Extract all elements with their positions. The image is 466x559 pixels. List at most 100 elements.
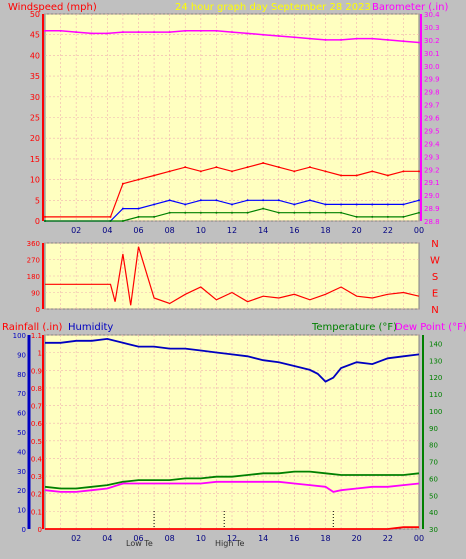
x-tick-label: 10	[196, 534, 206, 543]
compass-label: S	[432, 272, 438, 283]
wind-axis-tick: 20	[30, 134, 40, 143]
rain-axis-tick: 0.4	[31, 455, 43, 463]
rain-axis-tick: 0.1	[31, 508, 42, 516]
data-point	[168, 170, 171, 173]
wind-axis-tick: 45	[30, 31, 40, 40]
x-tick-label: 08	[165, 226, 175, 235]
data-point	[371, 37, 374, 40]
baro-axis-tick: 30.3	[424, 24, 440, 32]
temp-axis-tick: 90	[429, 425, 438, 433]
temp-axis-tick: 120	[429, 374, 442, 382]
data-point	[386, 174, 389, 177]
x-tick-label: 00	[414, 226, 424, 235]
x-tick-label: 10	[196, 226, 206, 235]
data-point	[293, 203, 296, 206]
data-point	[355, 203, 358, 206]
low-temp-marker: Low Te	[126, 539, 153, 548]
x-tick-label: 06	[133, 226, 143, 235]
rain-axis-tick: 0	[38, 526, 42, 534]
dewpoint-label: Dew Point (°F)	[395, 322, 466, 333]
x-tick-label: 16	[289, 226, 299, 235]
temp-axis-tick: 140	[429, 340, 442, 348]
rain-axis-tick: 0.7	[31, 403, 42, 411]
data-point	[340, 203, 343, 206]
baro-axis-tick: 30.1	[424, 50, 440, 58]
data-point	[386, 38, 389, 41]
wind-axis-tick: 10	[30, 176, 40, 185]
baro-axis-tick: 29.2	[424, 166, 440, 174]
x-tick-label: 04	[102, 226, 112, 235]
baro-axis-tick: 28.8	[424, 218, 440, 226]
data-point	[137, 31, 140, 34]
x-tick-label: 00	[414, 534, 424, 543]
rain-axis-tick: 0.9	[31, 367, 42, 375]
humidity-axis-tick: 10	[17, 507, 26, 515]
rain-axis-tick: 1	[38, 350, 42, 358]
series-dew-point-f-	[44, 480, 420, 493]
rain-axis-tick: 0.5	[31, 438, 42, 446]
rain-axis-tick: 0.2	[31, 491, 42, 499]
series-light	[45, 207, 420, 222]
data-point	[137, 178, 140, 181]
humidity-axis-tick: 20	[17, 487, 26, 495]
data-point	[153, 203, 156, 206]
data-point	[308, 199, 311, 202]
humidity-axis-tick: 40	[17, 448, 26, 456]
baro-axis-tick: 29.9	[424, 76, 440, 84]
x-tick-label: 12	[227, 534, 237, 543]
compass-label: E	[432, 289, 438, 300]
data-point	[340, 211, 343, 214]
rain-axis-tick: 1.1	[31, 332, 42, 340]
humidity-axis-tick: 100	[13, 332, 26, 340]
data-point	[246, 211, 249, 214]
direction-axis-tick: 90	[31, 290, 40, 298]
temp-axis-tick: 70	[429, 459, 438, 467]
data-point	[199, 170, 202, 173]
data-point	[231, 31, 233, 34]
data-point	[168, 31, 171, 34]
data-point	[106, 32, 109, 35]
data-point	[168, 199, 171, 202]
x-tick-label: 16	[289, 534, 299, 543]
data-point	[277, 211, 280, 214]
data-point	[371, 170, 374, 173]
windspeed-label: Windspeed (mph)	[8, 2, 97, 13]
data-point	[402, 215, 405, 218]
series-rainfall-in-	[45, 526, 419, 530]
data-point	[121, 31, 124, 34]
rain-axis-tick: 0.8	[31, 385, 42, 393]
data-point	[277, 199, 280, 202]
data-point	[121, 220, 124, 222]
data-point	[418, 41, 420, 44]
data-point	[324, 170, 327, 173]
temp-axis-tick: 60	[429, 475, 438, 483]
x-tick-label: 02	[71, 534, 81, 543]
data-point	[371, 215, 374, 218]
high-temp-marker: High Te	[215, 539, 244, 548]
x-tick-label: 22	[383, 534, 393, 543]
data-point	[184, 29, 187, 32]
data-point	[137, 207, 140, 210]
data-point	[293, 170, 296, 173]
compass-label: N	[431, 305, 438, 316]
humidity-axis-tick: 50	[17, 429, 26, 437]
wind-axis-tick: 25	[30, 114, 40, 123]
rain-axis-tick: 0.6	[31, 420, 43, 428]
data-point	[371, 203, 374, 206]
data-point	[340, 174, 343, 177]
wind-axis-tick: 15	[30, 155, 40, 164]
direction-axis-tick: 360	[27, 240, 40, 248]
data-point	[215, 199, 218, 202]
baro-axis-tick: 28.9	[424, 205, 440, 213]
data-point	[418, 199, 420, 202]
data-point	[153, 174, 156, 177]
humidity-label: Humidity	[68, 322, 113, 333]
baro-axis-tick: 29.8	[424, 89, 440, 97]
data-point	[231, 211, 233, 214]
series-gust	[45, 162, 419, 218]
wind-axis-tick: 0	[35, 217, 40, 226]
data-point	[137, 215, 140, 218]
temperature-label: Temperature (°F)	[311, 322, 397, 333]
